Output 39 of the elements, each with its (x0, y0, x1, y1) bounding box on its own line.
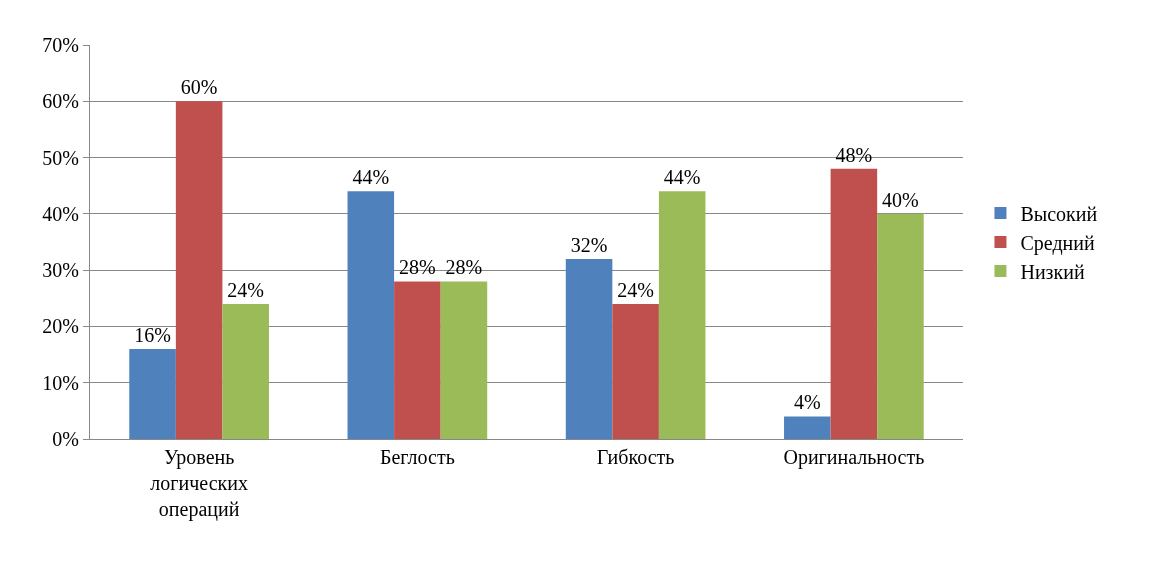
y-tick-label: 40% (42, 202, 79, 225)
y-tick-label: 10% (42, 371, 79, 394)
data-label: 16% (134, 323, 171, 346)
y-tick-label: 0% (52, 428, 79, 450)
bar (877, 213, 924, 439)
x-tick-label: Уровень логических операций (150, 446, 248, 521)
bar (830, 168, 878, 439)
data-label: 44% (352, 166, 390, 189)
bar (612, 303, 659, 439)
x-tick-label: Беглость (380, 446, 455, 468)
data-label: 60% (180, 76, 218, 99)
bar (658, 191, 706, 439)
bar (129, 348, 176, 439)
x-tick-label: Оригинальность (783, 446, 925, 469)
y-tick-label: 70% (42, 34, 79, 56)
data-label: 48% (835, 143, 873, 166)
bar (784, 416, 831, 439)
legend-label: Средний (1020, 231, 1095, 255)
data-label: 44% (663, 166, 701, 189)
x-tick-label: Гибкость (596, 446, 675, 468)
data-label: 28% (399, 256, 436, 279)
y-tick-label: 60% (42, 90, 79, 113)
data-label: 28% (445, 256, 483, 279)
legend-label: Низкий (1020, 260, 1085, 283)
bar (394, 281, 441, 439)
bar (175, 101, 223, 439)
data-label: 40% (882, 188, 919, 211)
data-label: 24% (227, 278, 265, 301)
legend-label: Высокий (1020, 202, 1098, 225)
y-tick-label: 30% (42, 259, 79, 282)
bar (222, 303, 269, 439)
data-label: 32% (570, 233, 608, 256)
bar (347, 191, 395, 439)
y-tick-label: 20% (42, 315, 79, 338)
bar (440, 281, 488, 439)
bar (565, 258, 613, 439)
y-tick-label: 50% (42, 146, 79, 169)
data-label: 4% (793, 391, 821, 414)
data-label: 24% (617, 278, 654, 301)
